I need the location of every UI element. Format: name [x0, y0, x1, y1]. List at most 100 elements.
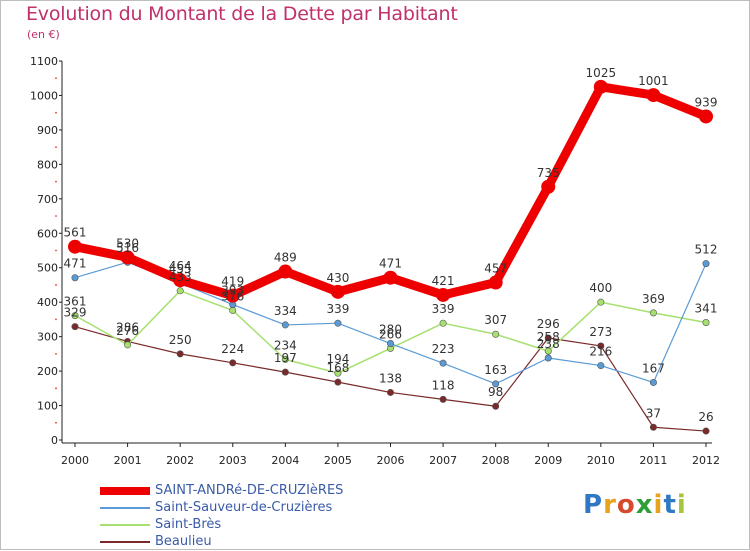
- y-minor-dot: [55, 387, 57, 390]
- y-tick-label: 800: [37, 158, 58, 171]
- x-tick-label: 2003: [219, 454, 247, 467]
- data-point-saint-bre-s: [176, 287, 184, 295]
- data-label-saint-andre-de-cruzie-res: 430: [326, 271, 349, 285]
- legend-label-beaulieu: Beaulieu: [155, 534, 212, 549]
- data-label-saint-bre-s: 194: [326, 352, 349, 366]
- data-label-saint-sauveur-de-cruzie-res: 512: [695, 243, 718, 257]
- logo-letter: o: [616, 490, 636, 520]
- logo-letter: i: [653, 490, 664, 520]
- data-point-saint-andre-de-cruzie-res: [120, 250, 135, 265]
- data-point-beaulieu: [176, 350, 184, 358]
- data-point-beaulieu: [386, 388, 394, 396]
- data-label-beaulieu: 286: [116, 320, 139, 334]
- legend-label-saint-bres: Saint-Brès: [155, 517, 222, 532]
- data-point-saint-bre-s: [544, 347, 552, 355]
- legend-item-beaulieu: Beaulieu: [100, 534, 400, 551]
- y-minor-dot: [55, 352, 57, 355]
- data-point-saint-bre-s: [281, 355, 289, 363]
- legend-swatch-saint-sauveur: [100, 507, 150, 509]
- data-point-saint-andre-de-cruzie-res: [173, 273, 188, 288]
- data-point-saint-sauveur-de-cruzie-res: [702, 260, 710, 268]
- chart-title: Evolution du Montant de la Dette par Hab…: [26, 3, 458, 25]
- data-label-beaulieu: 296: [537, 317, 560, 331]
- data-label-saint-bre-s: 339: [432, 302, 455, 316]
- x-tick-label: 2004: [271, 454, 299, 467]
- y-minor-dot: [55, 215, 57, 217]
- data-label-saint-sauveur-de-cruzie-res: 334: [274, 304, 297, 318]
- logo-letter: t: [663, 490, 677, 520]
- data-label-saint-sauveur-de-cruzie-res: 516: [116, 241, 139, 255]
- data-point-saint-sauveur-de-cruzie-res: [439, 359, 447, 367]
- data-label-saint-andre-de-cruzie-res: 1025: [586, 66, 617, 80]
- data-point-saint-andre-de-cruzie-res: [436, 287, 451, 302]
- data-label-saint-sauveur-de-cruzie-res: 163: [484, 363, 507, 377]
- y-minor-dot: [55, 421, 57, 424]
- x-tick-label: 2007: [429, 454, 457, 467]
- data-label-saint-andre-de-cruzie-res: 735: [537, 166, 560, 180]
- data-point-saint-andre-de-cruzie-res: [278, 264, 293, 279]
- data-label-saint-sauveur-de-cruzie-res: 223: [432, 342, 455, 356]
- y-minor-dot: [55, 284, 57, 286]
- legend-label-saint-sauveur: Saint-Sauveur-de-Cruzières: [155, 500, 333, 515]
- data-label-saint-andre-de-cruzie-res: 471: [379, 257, 402, 271]
- y-tick-label: 200: [37, 365, 58, 378]
- legend-label-saint-andre: SAINT-ANDRé-DE-CRUZIèRES: [155, 483, 344, 498]
- data-point-saint-andre-de-cruzie-res: [699, 109, 713, 124]
- data-label-saint-sauveur-de-cruzie-res: 455: [169, 262, 192, 276]
- data-point-saint-andre-de-cruzie-res: [383, 270, 398, 285]
- x-tick-label: 2008: [482, 454, 510, 467]
- data-point-saint-sauveur-de-cruzie-res: [281, 321, 289, 329]
- data-point-beaulieu: [702, 427, 710, 435]
- series-layer: [68, 79, 713, 435]
- data-label-beaulieu: 329: [64, 306, 87, 320]
- data-label-saint-sauveur-de-cruzie-res: 238: [537, 337, 560, 351]
- y-tick-label: 900: [37, 124, 58, 137]
- x-tick-label: 2010: [587, 454, 615, 467]
- data-label-saint-sauveur-de-cruzie-res: 339: [326, 302, 349, 316]
- legend-swatch-saint-bres: [100, 524, 150, 526]
- data-label-saint-andre-de-cruzie-res: 489: [274, 251, 297, 265]
- data-label-saint-bre-s: 433: [169, 270, 192, 284]
- data-label-saint-bre-s: 276: [116, 324, 139, 338]
- data-point-beaulieu: [492, 402, 500, 410]
- data-label-saint-sauveur-de-cruzie-res: 216: [589, 345, 612, 359]
- y-tick-label: 1000: [30, 89, 58, 102]
- y-tick-label: 300: [37, 331, 58, 344]
- data-point-saint-andre-de-cruzie-res: [593, 79, 608, 94]
- x-tick-label: 2011: [639, 454, 667, 467]
- data-point-beaulieu: [544, 334, 552, 342]
- data-label-beaulieu: 118: [432, 378, 455, 392]
- data-point-saint-sauveur-de-cruzie-res: [334, 319, 342, 327]
- data-label-saint-andre-de-cruzie-res: 419: [221, 275, 244, 289]
- y-minor-dot: [55, 318, 57, 321]
- x-tick-label: 2009: [534, 454, 562, 467]
- data-label-saint-bre-s: 376: [221, 289, 244, 303]
- logo-letter: i: [676, 490, 687, 520]
- data-point-saint-bre-s: [597, 298, 605, 306]
- data-label-beaulieu: 37: [646, 406, 661, 420]
- data-label-beaulieu: 138: [379, 371, 402, 385]
- data-label-saint-bre-s: 307: [484, 313, 507, 327]
- data-point-beaulieu: [229, 359, 237, 367]
- data-point-saint-sauveur-de-cruzie-res: [386, 340, 394, 348]
- legend-item-saint-bres: Saint-Brès: [100, 517, 400, 534]
- y-minor-dot: [55, 146, 57, 149]
- data-label-saint-andre-de-cruzie-res: 457: [484, 262, 507, 276]
- y-minor-dot: [55, 180, 57, 183]
- y-tick-label: 700: [37, 193, 58, 206]
- data-point-beaulieu: [439, 395, 447, 403]
- data-point-saint-bre-s: [492, 330, 500, 338]
- data-label-saint-bre-s: 234: [274, 338, 297, 352]
- data-point-saint-bre-s: [439, 319, 447, 327]
- data-label-saint-sauveur-de-cruzie-res: 280: [379, 323, 402, 337]
- chart-subtitle: (en €): [27, 28, 60, 41]
- x-tick-label: 2012: [692, 454, 720, 467]
- data-label-saint-andre-de-cruzie-res: 939: [695, 95, 718, 109]
- data-point-saint-sauveur-de-cruzie-res: [492, 380, 500, 388]
- data-point-saint-andre-de-cruzie-res: [488, 275, 503, 290]
- data-point-beaulieu: [597, 342, 605, 350]
- x-tick-label: 2000: [61, 454, 89, 467]
- data-point-saint-sauveur-de-cruzie-res: [544, 354, 552, 362]
- data-point-saint-bre-s: [649, 309, 657, 317]
